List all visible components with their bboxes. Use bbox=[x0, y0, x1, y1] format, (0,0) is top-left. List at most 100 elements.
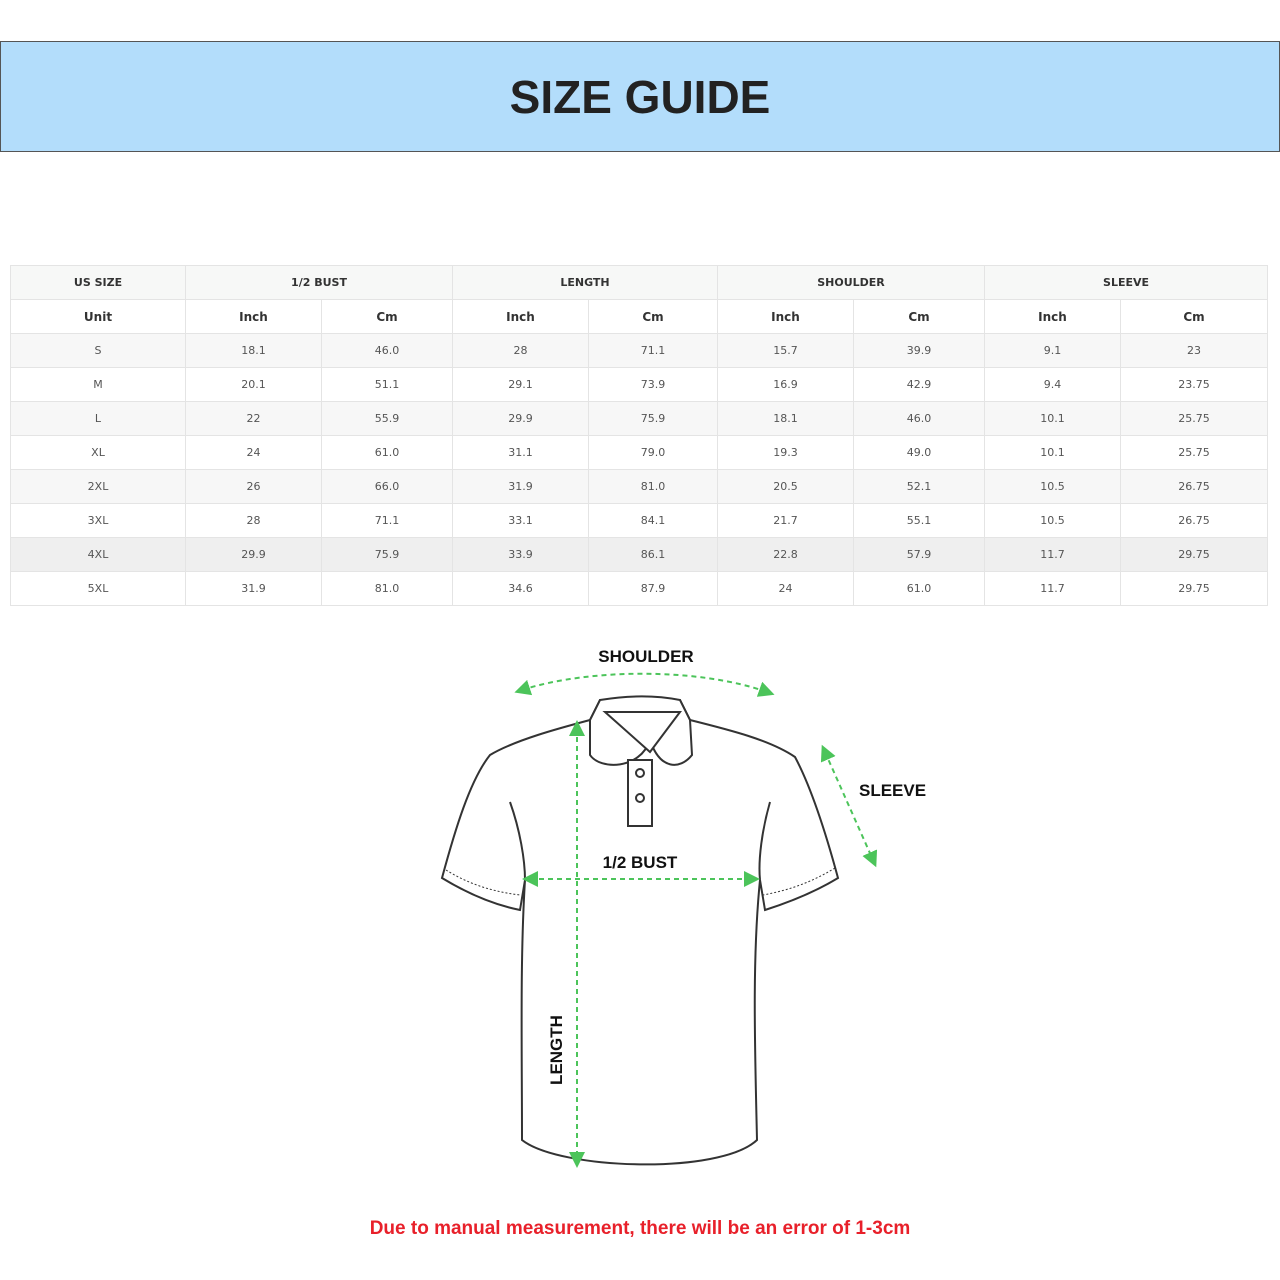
size-cell: S bbox=[10, 333, 186, 368]
shirt-outline-icon bbox=[440, 695, 840, 1166]
size-cell: M bbox=[10, 367, 186, 402]
unit-cell: Inch bbox=[185, 299, 322, 334]
header-length: LENGTH bbox=[452, 265, 718, 300]
header-us-size: US SIZE bbox=[10, 265, 186, 300]
value-cell: 75.9 bbox=[321, 537, 453, 572]
shoulder-arrow bbox=[514, 672, 775, 697]
value-cell: 42.9 bbox=[852, 367, 986, 402]
title-banner: SIZE GUIDE bbox=[0, 41, 1280, 152]
size-table: US SIZE 1/2 BUST LENGTH SHOULDER SLEEVE … bbox=[10, 265, 1269, 606]
value-cell: 79.0 bbox=[588, 435, 718, 470]
value-cell: 71.1 bbox=[588, 333, 718, 368]
value-cell: 34.6 bbox=[452, 571, 589, 606]
measurement-note: Due to manual measurement, there will be… bbox=[369, 1218, 911, 1239]
size-cell: 2XL bbox=[10, 469, 186, 504]
value-cell: 18.1 bbox=[717, 401, 854, 436]
value-cell: 51.1 bbox=[321, 367, 453, 402]
size-cell: XL bbox=[10, 435, 186, 470]
value-cell: 61.0 bbox=[852, 571, 986, 606]
size-cell: 5XL bbox=[10, 571, 186, 606]
value-cell: 33.1 bbox=[452, 503, 589, 538]
value-cell: 26.75 bbox=[1120, 503, 1269, 538]
unit-row: Unit Inch Cm Inch Cm Inch Cm Inch Cm bbox=[10, 299, 1269, 334]
value-cell: 22 bbox=[185, 401, 322, 436]
length-label: LENGTH bbox=[547, 1015, 566, 1085]
value-cell: 22.8 bbox=[717, 537, 854, 572]
size-cell: 3XL bbox=[10, 503, 186, 538]
value-cell: 10.1 bbox=[984, 435, 1122, 470]
value-cell: 81.0 bbox=[588, 469, 718, 504]
unit-cell: Inch bbox=[984, 299, 1122, 334]
bust-label: 1/2 BUST bbox=[603, 853, 678, 872]
value-cell: 29.75 bbox=[1120, 571, 1269, 606]
value-cell: 28 bbox=[185, 503, 322, 538]
value-cell: 29.9 bbox=[185, 537, 322, 572]
value-cell: 52.1 bbox=[852, 469, 986, 504]
value-cell: 21.7 bbox=[717, 503, 854, 538]
value-cell: 46.0 bbox=[321, 333, 453, 368]
value-cell: 49.0 bbox=[852, 435, 986, 470]
header-sleeve: SLEEVE bbox=[984, 265, 1269, 300]
unit-cell: Cm bbox=[321, 299, 453, 334]
unit-cell: Inch bbox=[452, 299, 589, 334]
group-header-row: US SIZE 1/2 BUST LENGTH SHOULDER SLEEVE bbox=[10, 265, 1269, 300]
value-cell: 86.1 bbox=[588, 537, 718, 572]
value-cell: 23 bbox=[1120, 333, 1269, 368]
value-cell: 31.1 bbox=[452, 435, 589, 470]
shoulder-label: SHOULDER bbox=[598, 647, 693, 666]
unit-cell: Cm bbox=[852, 299, 986, 334]
value-cell: 28 bbox=[452, 333, 589, 368]
unit-cell: Unit bbox=[10, 299, 186, 334]
value-cell: 24 bbox=[717, 571, 854, 606]
value-cell: 29.9 bbox=[452, 401, 589, 436]
unit-cell: Cm bbox=[1120, 299, 1269, 334]
value-cell: 55.1 bbox=[852, 503, 986, 538]
header-bust: 1/2 BUST bbox=[185, 265, 453, 300]
value-cell: 10.5 bbox=[984, 503, 1122, 538]
value-cell: 75.9 bbox=[588, 401, 718, 436]
value-cell: 39.9 bbox=[852, 333, 986, 368]
value-cell: 15.7 bbox=[717, 333, 854, 368]
value-cell: 9.1 bbox=[984, 333, 1122, 368]
value-cell: 16.9 bbox=[717, 367, 854, 402]
value-cell: 31.9 bbox=[452, 469, 589, 504]
value-cell: 84.1 bbox=[588, 503, 718, 538]
header-shoulder: SHOULDER bbox=[716, 265, 986, 300]
value-cell: 26 bbox=[185, 469, 322, 504]
value-cell: 29.75 bbox=[1120, 537, 1269, 572]
value-cell: 25.75 bbox=[1120, 435, 1269, 470]
value-cell: 26.75 bbox=[1120, 469, 1269, 504]
table-row: 3XL 28 71.1 33.1 84.1 21.7 55.1 10.5 26.75 bbox=[10, 503, 1269, 538]
value-cell: 57.9 bbox=[852, 537, 986, 572]
value-cell: 9.4 bbox=[984, 367, 1122, 402]
value-cell: 61.0 bbox=[321, 435, 453, 470]
page-title: SIZE GUIDE bbox=[509, 70, 771, 123]
table-row: XL 24 61.0 31.1 79.0 19.3 49.0 10.1 25.75 bbox=[10, 435, 1269, 470]
value-cell: 25.75 bbox=[1120, 401, 1269, 436]
value-cell: 10.5 bbox=[984, 469, 1122, 504]
table-row: 5XL 31.9 81.0 34.6 87.9 24 61.0 11.7 29.75 bbox=[10, 571, 1269, 606]
value-cell: 29.1 bbox=[452, 367, 589, 402]
shirt-diagram: SHOULDER SLEEVE 1/2 BUST LENGTH bbox=[440, 647, 926, 1168]
value-cell: 81.0 bbox=[321, 571, 453, 606]
value-cell: 11.7 bbox=[984, 571, 1122, 606]
value-cell: 19.3 bbox=[717, 435, 854, 470]
size-cell: L bbox=[10, 401, 186, 436]
table-row: L 22 55.9 29.9 75.9 18.1 46.0 10.1 25.75 bbox=[10, 401, 1269, 436]
value-cell: 73.9 bbox=[588, 367, 718, 402]
unit-cell: Cm bbox=[588, 299, 718, 334]
value-cell: 46.0 bbox=[852, 401, 986, 436]
table-row: M 20.1 51.1 29.1 73.9 16.9 42.9 9.4 23.75 bbox=[10, 367, 1269, 402]
value-cell: 11.7 bbox=[984, 537, 1122, 572]
value-cell: 20.1 bbox=[185, 367, 322, 402]
value-cell: 66.0 bbox=[321, 469, 453, 504]
table-row: 4XL 29.9 75.9 33.9 86.1 22.8 57.9 11.7 29.75 bbox=[10, 537, 1269, 572]
value-cell: 87.9 bbox=[588, 571, 718, 606]
value-cell: 10.1 bbox=[984, 401, 1122, 436]
value-cell: 33.9 bbox=[452, 537, 589, 572]
table-row: S 18.1 46.0 28 71.1 15.7 39.9 9.1 23 bbox=[10, 333, 1269, 368]
value-cell: 23.75 bbox=[1120, 367, 1269, 402]
size-cell: 4XL bbox=[10, 537, 186, 572]
value-cell: 71.1 bbox=[321, 503, 453, 538]
value-cell: 55.9 bbox=[321, 401, 453, 436]
